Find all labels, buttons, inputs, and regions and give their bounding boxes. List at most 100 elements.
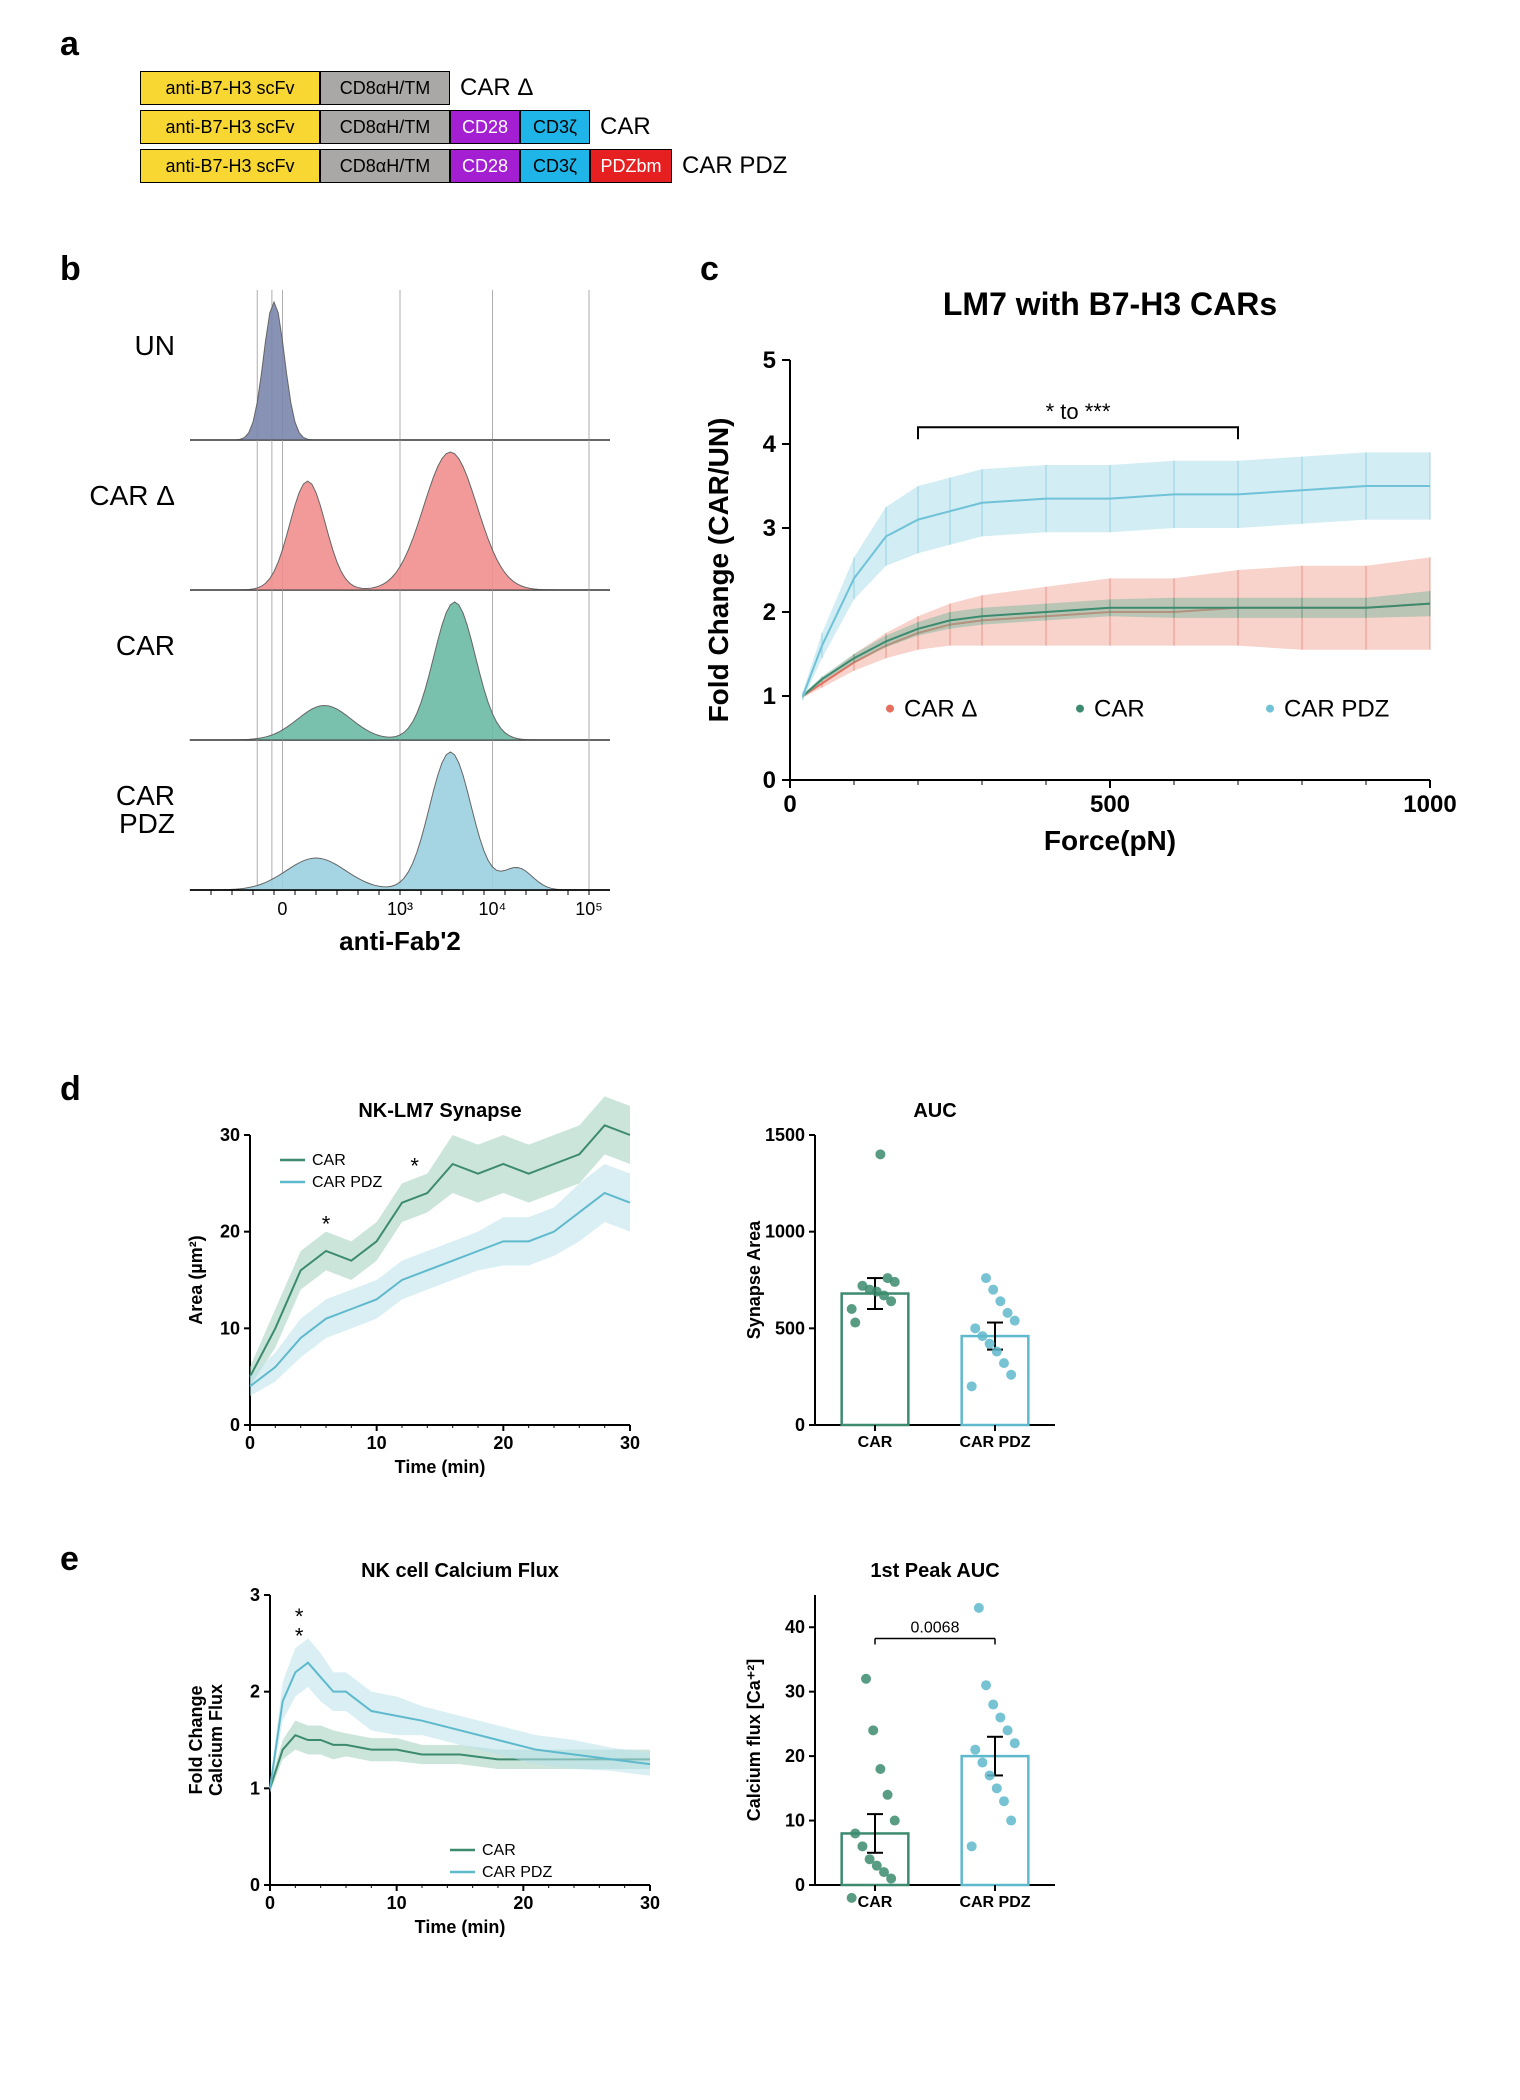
svg-text:CAR: CAR xyxy=(116,780,175,811)
svg-text:1: 1 xyxy=(250,1778,260,1798)
svg-text:30: 30 xyxy=(640,1893,660,1913)
svg-text:30: 30 xyxy=(620,1433,640,1453)
svg-text:CAR Δ: CAR Δ xyxy=(89,480,175,511)
svg-text:CAR PDZ: CAR PDZ xyxy=(959,1894,1030,1911)
svg-text:Fold Change: Fold Change xyxy=(186,1686,206,1795)
box-scfv: anti-B7-H3 scFv xyxy=(140,71,320,105)
svg-text:10: 10 xyxy=(387,1893,407,1913)
svg-text:5: 5 xyxy=(763,347,776,374)
svg-text:40: 40 xyxy=(785,1617,805,1637)
svg-text:*: * xyxy=(295,1604,304,1629)
svg-text:20: 20 xyxy=(493,1433,513,1453)
svg-text:CAR PDZ: CAR PDZ xyxy=(959,1434,1030,1451)
svg-text:0: 0 xyxy=(795,1415,805,1435)
panel-e-left-svg: NK cell Calcium Flux01230102030Time (min… xyxy=(150,1550,680,1990)
box-cd3z2: CD3ζ xyxy=(520,149,590,183)
box-scfv3: anti-B7-H3 scFv xyxy=(140,149,320,183)
svg-text:LM7 with B7-H3 CARs: LM7 with B7-H3 CARs xyxy=(943,286,1277,322)
svg-text:2: 2 xyxy=(250,1682,260,1702)
box-pdzbm: PDZbm xyxy=(590,149,672,183)
svg-text:20: 20 xyxy=(513,1893,533,1913)
svg-text:0.0068: 0.0068 xyxy=(911,1620,960,1637)
svg-text:UN: UN xyxy=(135,330,175,361)
box-cd282: CD28 xyxy=(450,149,520,183)
svg-text:*: * xyxy=(410,1154,419,1179)
svg-text:Area (µm²): Area (µm²) xyxy=(186,1235,206,1324)
svg-text:10⁴: 10⁴ xyxy=(479,899,507,919)
svg-text:CAR: CAR xyxy=(858,1894,893,1911)
svg-text:CAR PDZ: CAR PDZ xyxy=(1284,696,1389,723)
svg-text:anti-Fab'2: anti-Fab'2 xyxy=(339,926,461,956)
svg-text:30: 30 xyxy=(785,1682,805,1702)
svg-text:NK cell Calcium Flux: NK cell Calcium Flux xyxy=(361,1560,559,1582)
svg-text:3: 3 xyxy=(250,1585,260,1605)
svg-text:CAR PDZ: CAR PDZ xyxy=(482,1864,552,1881)
construct-row-3: anti-B7-H3 scFv CD8αH/TM CD28 CD3ζ PDZbm… xyxy=(140,148,787,184)
row-label-3: CAR PDZ xyxy=(682,152,787,180)
svg-text:AUC: AUC xyxy=(913,1100,956,1122)
box-cd28: CD28 xyxy=(450,110,520,144)
svg-text:Synapse Area: Synapse Area xyxy=(744,1220,764,1339)
svg-text:500: 500 xyxy=(775,1318,805,1338)
svg-text:1000: 1000 xyxy=(1403,791,1456,818)
svg-text:CAR: CAR xyxy=(116,630,175,661)
svg-text:CAR PDZ: CAR PDZ xyxy=(312,1174,382,1191)
box-scfv2: anti-B7-H3 scFv xyxy=(140,110,320,144)
box-cd8: CD8αH/TM xyxy=(320,71,450,105)
panel-label-d: d xyxy=(60,1070,81,1109)
panel-label-a: a xyxy=(60,25,79,64)
construct-diagram: anti-B7-H3 scFv CD8αH/TM CAR Δ anti-B7-H… xyxy=(140,70,787,187)
construct-row-1: anti-B7-H3 scFv CD8αH/TM CAR Δ xyxy=(140,70,787,106)
histogram-svg: UNCAR ΔCARCARPDZ010³10⁴10⁵anti-Fab'2 xyxy=(60,280,620,1010)
panel-c-svg: LM7 with B7-H3 CARs 0 1 2 3 4 5 0 500 1000 Force(p… xyxy=(700,280,1480,900)
svg-text:1500: 1500 xyxy=(765,1125,805,1145)
svg-text:CAR: CAR xyxy=(1094,696,1145,723)
svg-text:1000: 1000 xyxy=(765,1222,805,1242)
svg-text:0: 0 xyxy=(250,1875,260,1895)
svg-text:500: 500 xyxy=(1090,791,1130,818)
panel-d-left-svg: NK-LM7 Synapse 0 10 20 30 0 10 20 30 Time (min) Ar… xyxy=(150,1090,680,1490)
svg-text:CAR: CAR xyxy=(482,1842,516,1859)
svg-text:10³: 10³ xyxy=(387,899,413,919)
svg-text:1: 1 xyxy=(763,683,776,710)
row-label-1: CAR Δ xyxy=(460,74,533,102)
svg-text:CAR: CAR xyxy=(312,1152,346,1169)
box-cd3z: CD3ζ xyxy=(520,110,590,144)
box-cd83: CD8αH/TM xyxy=(320,149,450,183)
svg-text:CAR: CAR xyxy=(858,1434,893,1451)
svg-text:Fold Change (CAR/UN): Fold Change (CAR/UN) xyxy=(703,418,734,723)
svg-text:*: * xyxy=(322,1212,331,1237)
construct-row-2: anti-B7-H3 scFv CD8αH/TM CD28 CD3ζ CAR xyxy=(140,109,787,145)
panel-label-e: e xyxy=(60,1540,79,1579)
svg-text:4: 4 xyxy=(763,431,777,458)
svg-text:10⁵: 10⁵ xyxy=(575,899,602,919)
panel-d-right-svg: AUC 0 500 1000 1500 Synapse Area CAR CAR PDZ xyxy=(720,1090,1150,1490)
svg-text:2: 2 xyxy=(763,599,776,626)
svg-text:CAR Δ: CAR Δ xyxy=(904,696,977,723)
svg-text:10: 10 xyxy=(367,1433,387,1453)
svg-text:0: 0 xyxy=(783,791,796,818)
svg-text:20: 20 xyxy=(220,1222,240,1242)
panel-e-right-svg: 1st Peak AUC 0 10 20 30 40 Calcium flux [Ca⁺²]… xyxy=(720,1550,1150,1990)
svg-text:0: 0 xyxy=(265,1893,275,1913)
svg-text:Force(pN): Force(pN) xyxy=(1044,825,1176,856)
svg-text:* to ***: * to *** xyxy=(1046,399,1111,424)
svg-text:NK-LM7 Synapse: NK-LM7 Synapse xyxy=(358,1100,521,1122)
svg-text:1st Peak AUC: 1st Peak AUC xyxy=(870,1560,999,1582)
svg-text:Time (min): Time (min) xyxy=(395,1457,486,1477)
svg-text:0: 0 xyxy=(277,899,287,919)
svg-text:0: 0 xyxy=(230,1415,240,1435)
row-label-2: CAR xyxy=(600,113,651,141)
svg-text:0: 0 xyxy=(245,1433,255,1453)
svg-text:30: 30 xyxy=(220,1125,240,1145)
svg-text:10: 10 xyxy=(220,1318,240,1338)
box-cd82: CD8αH/TM xyxy=(320,110,450,144)
svg-text:3: 3 xyxy=(763,515,776,542)
svg-text:PDZ: PDZ xyxy=(119,808,175,839)
svg-text:Calcium flux [Ca⁺²]: Calcium flux [Ca⁺²] xyxy=(744,1659,764,1822)
svg-text:20: 20 xyxy=(785,1746,805,1766)
svg-text:0: 0 xyxy=(795,1875,805,1895)
svg-text:10: 10 xyxy=(785,1811,805,1831)
svg-text:Calcium Flux: Calcium Flux xyxy=(206,1684,226,1796)
svg-text:0: 0 xyxy=(763,767,776,794)
